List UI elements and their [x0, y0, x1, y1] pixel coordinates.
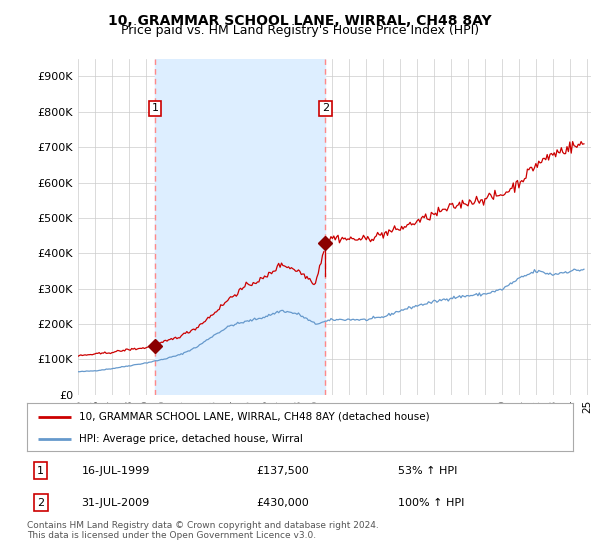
- Text: HPI: Average price, detached house, Wirral: HPI: Average price, detached house, Wirr…: [79, 434, 303, 444]
- Text: 10, GRAMMAR SCHOOL LANE, WIRRAL, CH48 8AY: 10, GRAMMAR SCHOOL LANE, WIRRAL, CH48 8A…: [108, 14, 492, 28]
- Text: 2: 2: [37, 498, 44, 507]
- Text: £137,500: £137,500: [256, 466, 309, 475]
- Text: 53% ↑ HPI: 53% ↑ HPI: [398, 466, 458, 475]
- Text: 100% ↑ HPI: 100% ↑ HPI: [398, 498, 464, 507]
- Text: 2: 2: [322, 103, 329, 113]
- Text: 1: 1: [37, 466, 44, 475]
- Text: Price paid vs. HM Land Registry's House Price Index (HPI): Price paid vs. HM Land Registry's House …: [121, 24, 479, 37]
- Text: 16-JUL-1999: 16-JUL-1999: [82, 466, 150, 475]
- Text: 10, GRAMMAR SCHOOL LANE, WIRRAL, CH48 8AY (detached house): 10, GRAMMAR SCHOOL LANE, WIRRAL, CH48 8A…: [79, 412, 430, 422]
- Bar: [155, 59, 325, 395]
- Text: 31-JUL-2009: 31-JUL-2009: [82, 498, 150, 507]
- Text: Contains HM Land Registry data © Crown copyright and database right 2024.
This d: Contains HM Land Registry data © Crown c…: [27, 521, 379, 540]
- Text: £430,000: £430,000: [256, 498, 309, 507]
- Text: 1: 1: [151, 103, 158, 113]
